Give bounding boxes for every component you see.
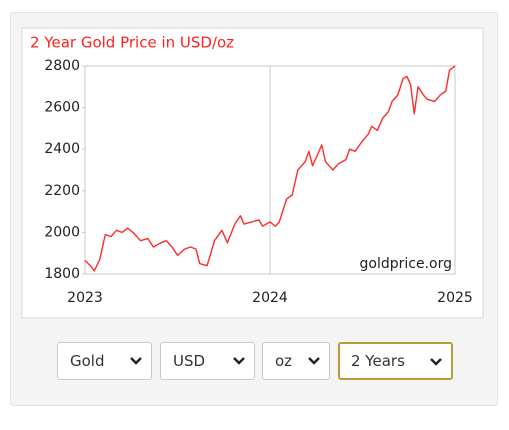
metal-select[interactable]: Gold: [57, 342, 152, 380]
chevron: [233, 357, 245, 365]
chevron: [130, 357, 142, 365]
select-label: 2 Years: [351, 352, 405, 370]
y-tick-label: 1800: [44, 266, 80, 282]
chevron: [430, 358, 442, 366]
watermark: goldprice.org: [360, 256, 452, 272]
chart: 2 Year Gold Price in USD/oz 2023 2024 2025…: [21, 27, 484, 319]
y-tick-label: 2000: [44, 224, 80, 240]
select-label: Gold: [70, 352, 105, 370]
chart-title: 2 Year Gold Price in USD/oz: [30, 34, 234, 52]
y-tick-label: 2400: [44, 141, 80, 157]
select-label: USD: [173, 352, 206, 370]
select-label: oz: [275, 352, 293, 370]
x-tick-label: 2023: [67, 290, 103, 306]
unit-select[interactable]: oz: [262, 342, 330, 380]
chevron: [308, 357, 320, 365]
period-select[interactable]: 2 Years: [338, 342, 453, 380]
currency-select[interactable]: USD: [160, 342, 255, 380]
y-tick-label: 2800: [44, 58, 80, 74]
y-tick-label: 2200: [44, 183, 80, 199]
x-tick-label: 2024: [252, 290, 288, 306]
y-tick-label: 2600: [44, 100, 80, 116]
price-line: [84, 65, 456, 272]
x-tick-label: 2025: [437, 290, 473, 306]
